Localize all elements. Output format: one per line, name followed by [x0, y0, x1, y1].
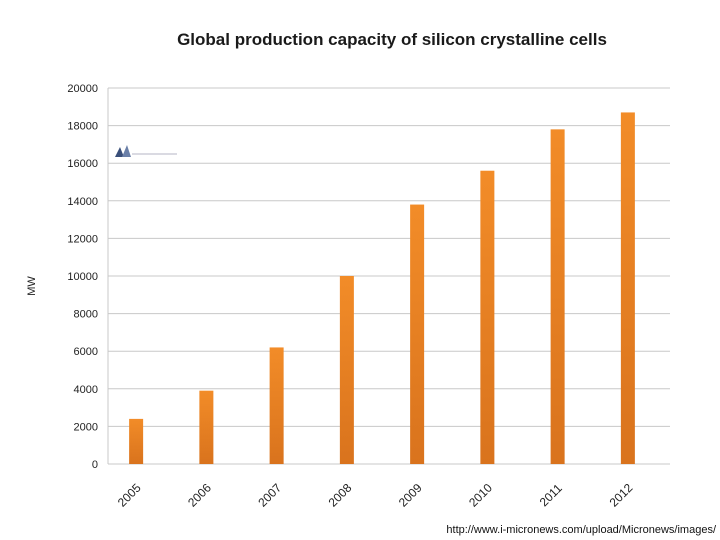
- bar-2010: [480, 170, 495, 464]
- y-axis-label: MW: [26, 276, 38, 296]
- x-tick-label: 2005: [115, 481, 144, 510]
- x-tick-label: 2007: [255, 481, 284, 510]
- y-tick-label: 12000: [67, 233, 98, 245]
- source-url: http://www.i-micronews.com/upload/Micron…: [446, 524, 716, 536]
- y-tick-label: 8000: [74, 309, 98, 321]
- bar-2007: [269, 347, 284, 464]
- x-tick-label: 2012: [607, 481, 636, 510]
- y-tick-label: 18000: [67, 121, 98, 133]
- y-tick-label: 20000: [67, 83, 98, 95]
- y-axis-ticks: 0 2000 4000 6000 8000 10000 12000 14000 16000 180…: [67, 83, 98, 471]
- x-tick-label: 2011: [537, 481, 565, 509]
- y-tick-label: 0: [92, 459, 98, 471]
- grid-layer: [107, 87, 670, 465]
- company-logo: [115, 145, 177, 157]
- x-tick-label: 2006: [185, 481, 214, 510]
- x-tick-label: 2008: [326, 481, 355, 510]
- bar-2009: [410, 204, 425, 464]
- y-tick-label: 4000: [74, 384, 98, 396]
- y-tick-label: 2000: [74, 421, 98, 433]
- x-tick-label: 2009: [396, 481, 425, 510]
- x-axis-ticks: 2005 2006 2007 2008 2009 2010 2011 2012: [115, 481, 636, 510]
- chart-title: Global production capacity of silicon cr…: [177, 30, 607, 49]
- y-tick-label: 14000: [67, 196, 98, 208]
- bar-2005: [129, 418, 144, 464]
- bar-2006: [199, 390, 214, 464]
- bar-2012: [620, 112, 635, 464]
- bar-layer: [129, 112, 635, 465]
- y-tick-label: 6000: [74, 346, 98, 358]
- y-tick-label: 16000: [67, 158, 98, 170]
- x-tick-label: 2010: [466, 481, 495, 510]
- bar-2011: [550, 129, 565, 465]
- y-tick-label: 10000: [67, 271, 98, 283]
- bar-2008: [339, 276, 354, 464]
